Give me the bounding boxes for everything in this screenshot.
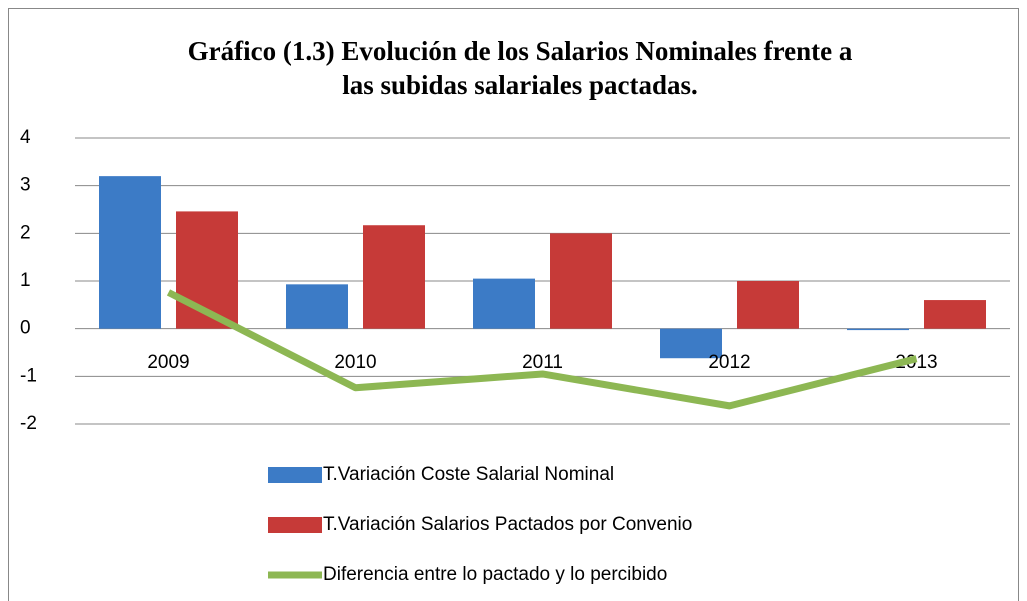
bar [737, 281, 799, 329]
x-tick-label: 2011 [522, 352, 563, 373]
legend-label: Diferencia entre lo pactado y lo percibi… [323, 564, 667, 585]
bar [473, 278, 535, 329]
bar [363, 225, 425, 329]
bar [847, 328, 909, 331]
y-tick-label: 3 [20, 175, 31, 196]
legend-swatch [268, 467, 322, 483]
legend-label: T.Variación Coste Salarial Nominal [323, 464, 614, 485]
x-tick-label: 2009 [147, 352, 189, 373]
x-tick-label: 2012 [708, 352, 750, 373]
legend-label: T.Variación Salarios Pactados por Conven… [323, 514, 692, 535]
chart-title: Gráfico (1.3) Evolución de los Salarios … [187, 36, 853, 100]
y-tick-label: 4 [20, 127, 31, 148]
y-tick-label: -2 [20, 413, 37, 434]
x-tick-label: 2013 [895, 352, 937, 373]
y-tick-label: 0 [20, 318, 31, 339]
chart-border [8, 8, 1019, 601]
line-series [166, 289, 918, 410]
y-tick-label: 2 [20, 222, 31, 243]
bar [550, 233, 612, 329]
x-tick-label: 2010 [334, 352, 376, 373]
bar [660, 328, 722, 359]
bar [286, 284, 348, 329]
legend-swatch [268, 517, 322, 533]
bar [99, 176, 161, 329]
y-tick-label: 1 [20, 270, 31, 291]
bar [924, 300, 986, 329]
y-tick-label: -1 [20, 365, 37, 386]
